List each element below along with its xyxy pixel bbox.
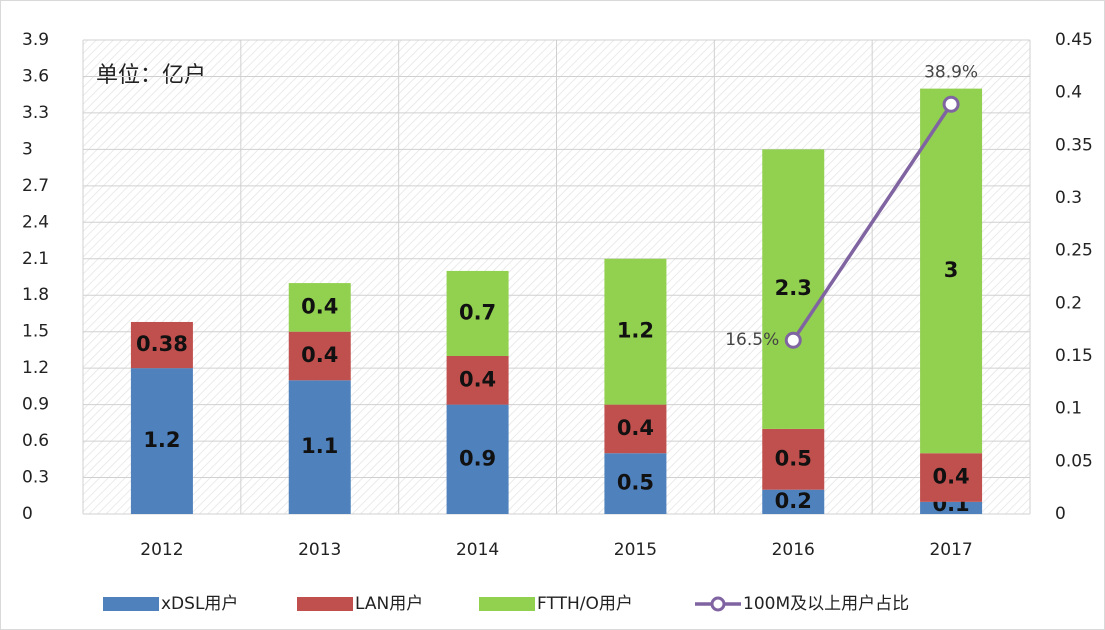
unit-annotation: 单位：亿户	[96, 63, 206, 88]
x-tick-label: 2015	[614, 540, 657, 560]
legend-label: 100M及以上用户占比	[743, 594, 909, 614]
legend-label: LAN用户	[355, 594, 423, 614]
data-label: 0.2	[775, 489, 812, 513]
y2-tick-label: 0.05	[1055, 451, 1093, 471]
legend-swatch	[103, 597, 159, 611]
bar-segment	[920, 453, 983, 502]
bar-segment	[920, 501, 983, 514]
y2-tick-label: 0.3	[1055, 188, 1082, 208]
x-tick-label: 2016	[772, 540, 815, 560]
y2-tick-label: 0.2	[1055, 293, 1082, 313]
y2-tick-label: 0	[1055, 504, 1066, 524]
line-series	[791, 103, 953, 342]
bar-segment	[762, 428, 825, 490]
bar-segment	[762, 489, 825, 514]
bar-segment	[288, 283, 351, 332]
line-marker	[942, 95, 960, 113]
data-label: 1.1	[301, 434, 338, 458]
y2-tick-label: 0.35	[1055, 135, 1093, 155]
y-tick-label: 2.4	[22, 212, 49, 232]
bar-segment	[446, 270, 509, 356]
x-tick-label: 2014	[456, 540, 499, 560]
y-tick-label: 3	[22, 139, 33, 159]
y2-tick-label: 0.25	[1055, 241, 1093, 261]
legend-swatch	[297, 597, 353, 611]
x-tick-label: 2013	[298, 540, 341, 560]
data-label: 1.2	[143, 428, 180, 452]
y2-tick-label: 0.1	[1055, 399, 1082, 419]
y-tick-label: 1.5	[22, 322, 49, 342]
legend-marker	[710, 596, 726, 612]
line-data-label: 38.9%	[924, 62, 978, 82]
data-label: 0.38	[136, 332, 188, 356]
bar-segment	[604, 404, 667, 454]
bar-segment	[288, 331, 351, 381]
bar-segment	[762, 149, 825, 429]
data-label: 0.4	[617, 416, 654, 440]
x-tick-label: 2017	[929, 540, 972, 560]
data-label: 0.4	[301, 343, 338, 367]
y-tick-label: 0.3	[22, 468, 49, 488]
y2-tick-label: 0.4	[1055, 83, 1082, 103]
data-label: 0.9	[459, 446, 496, 470]
data-label: 0.4	[459, 367, 496, 391]
legend-label: xDSL用户	[161, 594, 238, 614]
line-data-label: 16.5%	[725, 330, 779, 350]
y2-tick-label: 0.45	[1055, 30, 1093, 50]
bar-segment	[288, 380, 351, 514]
legend-swatch	[479, 597, 535, 611]
data-label: 2.3	[775, 276, 812, 300]
bar-segment	[604, 453, 667, 514]
y-tick-label: 0.6	[22, 431, 49, 451]
legend-label: FTTH/O用户	[537, 594, 633, 614]
data-label: 0.4	[301, 294, 338, 318]
y-tick-label: 0.9	[22, 395, 49, 415]
bar-segment	[920, 88, 983, 454]
data-label: 0.7	[459, 300, 496, 324]
data-label: 1.2	[617, 319, 654, 343]
y-tick-label: 1.8	[22, 285, 49, 305]
data-label: 0.4	[932, 465, 969, 489]
line-marker	[784, 331, 802, 349]
bar-segment	[446, 356, 509, 405]
y-tick-label: 3.6	[22, 66, 49, 86]
y-tick-label: 1.2	[22, 358, 49, 378]
y-tick-label: 0	[22, 504, 33, 524]
y-tick-label: 2.1	[22, 249, 49, 269]
x-tick-label: 2012	[140, 540, 183, 560]
data-label: 0.5	[617, 471, 654, 495]
bar-segment	[604, 258, 667, 405]
y2-tick-label: 0.15	[1055, 346, 1093, 366]
bar-segment	[130, 321, 193, 369]
y-tick-label: 3.9	[22, 30, 49, 50]
y-tick-label: 3.3	[22, 103, 49, 123]
data-label: 3	[944, 258, 959, 282]
y-tick-label: 2.7	[22, 176, 49, 196]
data-label: 0.5	[775, 446, 812, 470]
bar-segment	[130, 368, 193, 514]
bar-segment	[446, 404, 509, 514]
